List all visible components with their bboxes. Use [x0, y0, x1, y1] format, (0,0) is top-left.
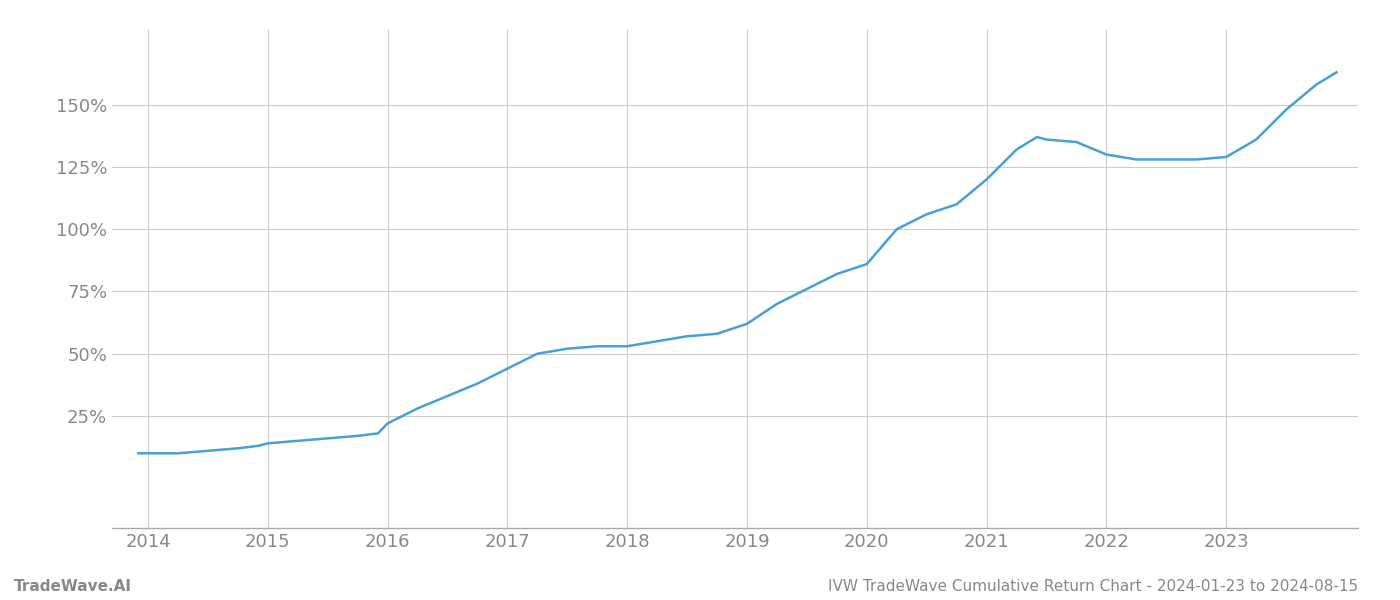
- Text: TradeWave.AI: TradeWave.AI: [14, 579, 132, 594]
- Text: IVW TradeWave Cumulative Return Chart - 2024-01-23 to 2024-08-15: IVW TradeWave Cumulative Return Chart - …: [827, 579, 1358, 594]
